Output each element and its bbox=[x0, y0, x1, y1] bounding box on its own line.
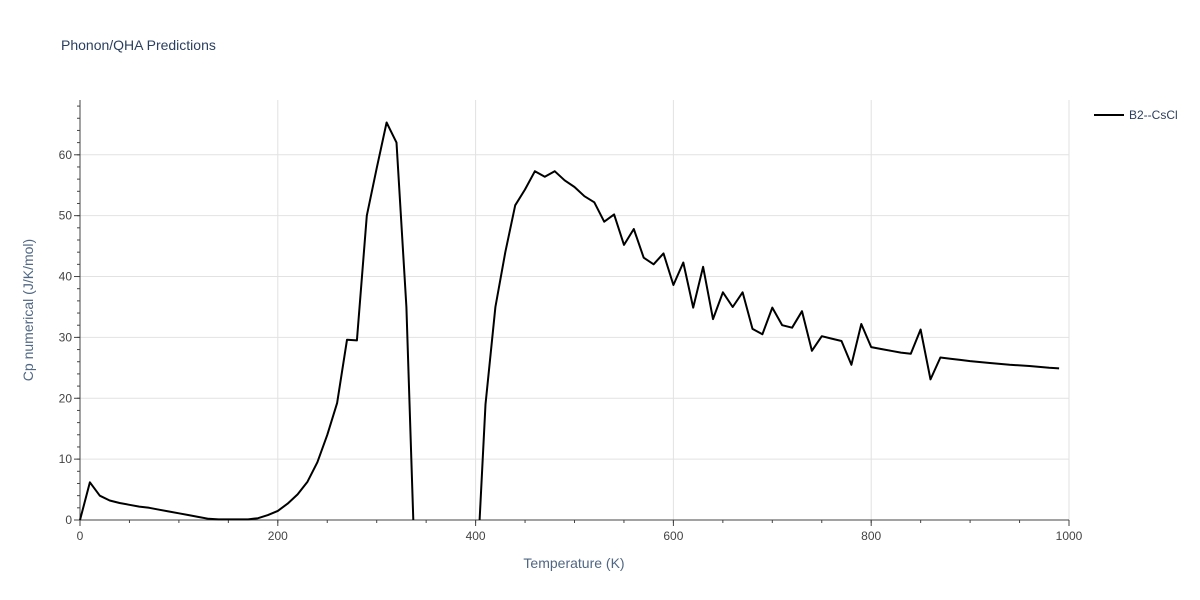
y-tick-label: 10 bbox=[59, 452, 73, 466]
y-tick-label: 60 bbox=[59, 148, 73, 162]
x-tick-label: 1000 bbox=[1056, 529, 1083, 543]
chart-title: Phonon/QHA Predictions bbox=[61, 37, 216, 53]
x-tick-label: 800 bbox=[861, 529, 881, 543]
series-line bbox=[79, 121, 415, 521]
y-tick-label: 50 bbox=[59, 209, 73, 223]
series-line bbox=[478, 170, 1060, 521]
x-tick-label: 0 bbox=[77, 529, 84, 543]
x-tick-label: 400 bbox=[466, 529, 486, 543]
y-tick-label: 30 bbox=[59, 330, 73, 344]
y-tick-label: 0 bbox=[65, 513, 72, 527]
x-tick-label: 600 bbox=[663, 529, 683, 543]
legend-label: B2--CsCl bbox=[1129, 108, 1178, 122]
x-axis-title: Temperature (K) bbox=[523, 555, 624, 571]
x-tick-label: 200 bbox=[268, 529, 288, 543]
series-layer bbox=[79, 121, 1060, 521]
y-axis-title: Cp numerical (J/K/mol) bbox=[20, 239, 36, 381]
y-tick-label: 20 bbox=[59, 391, 73, 405]
grid bbox=[80, 100, 1070, 520]
legend[interactable]: B2--CsCl bbox=[1094, 108, 1178, 122]
y-tick-label: 40 bbox=[59, 270, 73, 284]
